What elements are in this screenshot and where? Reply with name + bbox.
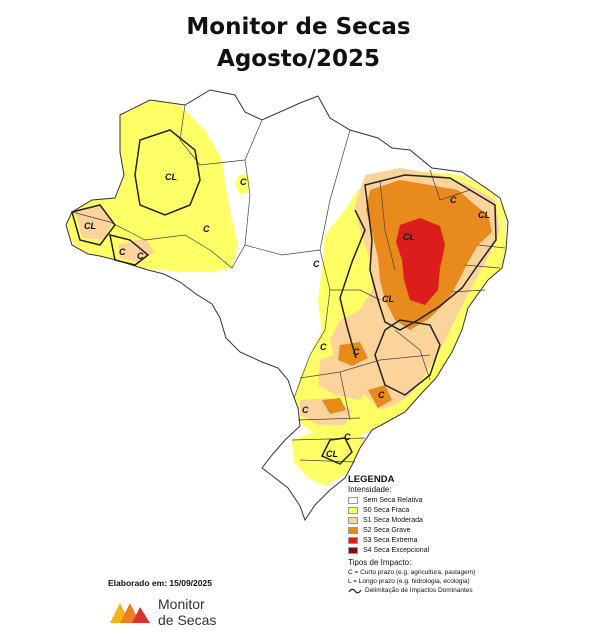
s2-parana <box>322 398 346 414</box>
impact-label: C <box>353 347 360 357</box>
impact-label: CL <box>478 210 490 220</box>
legend-intensity-heading: Intensidade: <box>348 485 392 494</box>
impact-label: C <box>203 224 210 234</box>
legend-heading: LEGENDA <box>348 474 395 485</box>
s0-spot-para <box>236 174 250 194</box>
map-title: Monitor de Secas <box>186 14 411 40</box>
wavy-line-icon <box>348 588 362 593</box>
impact-label: CL <box>165 172 177 182</box>
impact-label: CL <box>382 294 394 304</box>
legend-swatch <box>348 536 358 544</box>
legend-impact-line-label: Delimitação de Impactos Dominantes <box>365 587 473 594</box>
brand-name: Monitor de Secas <box>158 596 216 628</box>
impact-label: C <box>119 247 126 257</box>
impact-label: C <box>344 432 351 442</box>
impact-delimitations <box>71 129 497 465</box>
legend-swatch <box>348 546 358 554</box>
impact-label: C <box>313 259 320 269</box>
impact-label: C <box>137 251 144 261</box>
legend-item: S1 Seca Moderada <box>348 515 588 525</box>
legend-label: S2 Seca Grave <box>363 526 411 534</box>
legend-item: S2 Seca Grave <box>348 525 588 535</box>
s3-bahia-pernambuco <box>396 218 445 305</box>
legend-label: Sem Seca Relativa <box>363 496 423 504</box>
impact-label: CL <box>403 232 415 242</box>
legend-label: S3 Seca Extrema <box>363 536 418 544</box>
legend-item: Sem Seca Relativa <box>348 495 588 505</box>
legend-swatch <box>348 506 358 514</box>
legend-label: S0 Seca Fraca <box>363 506 410 514</box>
impact-label: C <box>450 195 457 205</box>
legend-item: S4 Seca Excepcional <box>348 545 588 555</box>
monitor-de-secas-logo-icon <box>110 603 150 623</box>
legend-item: S0 Seca Fraca <box>348 505 588 515</box>
legend-swatch <box>348 516 358 524</box>
legend-impact-l: L = Longo prazo (e.g. hidrologia, ecolog… <box>348 578 470 585</box>
legend-label: S4 Seca Excepcional <box>363 546 430 554</box>
drought-layers <box>66 100 506 486</box>
impact-label: C <box>378 390 385 400</box>
map-subtitle: Agosto/2025 <box>217 46 380 72</box>
impact-label: C <box>320 342 327 352</box>
brand-line1: Monitor <box>158 596 205 612</box>
s2-goias <box>338 342 368 366</box>
impact-label: CL <box>84 221 96 231</box>
legend-impact-line-item: Delimitação de Impactos Dominantes <box>348 586 588 595</box>
legend-label: S1 Seca Moderada <box>363 516 423 524</box>
impact-label: C <box>302 405 309 415</box>
legend-impact-heading: Tipos de Impacto: <box>348 558 412 567</box>
map-legend: LEGENDA Intensidade: Sem Seca Relativa S… <box>348 474 588 595</box>
legend-swatch <box>348 526 358 534</box>
brand-line2: de Secas <box>158 612 217 628</box>
legend-swatch <box>348 496 358 504</box>
brand-logo: Monitor de Secas <box>108 596 216 628</box>
s2-minas <box>368 385 392 408</box>
legend-impact-c: C = Curto prazo (e.g. agricultura, pasta… <box>348 569 476 576</box>
impact-label: C <box>240 177 247 187</box>
legend-item: S3 Seca Extrema <box>348 535 588 545</box>
impact-label: CL <box>326 449 338 459</box>
s1-acre <box>75 205 112 240</box>
created-date: Elaborado em: 15/09/2025 <box>108 578 212 588</box>
